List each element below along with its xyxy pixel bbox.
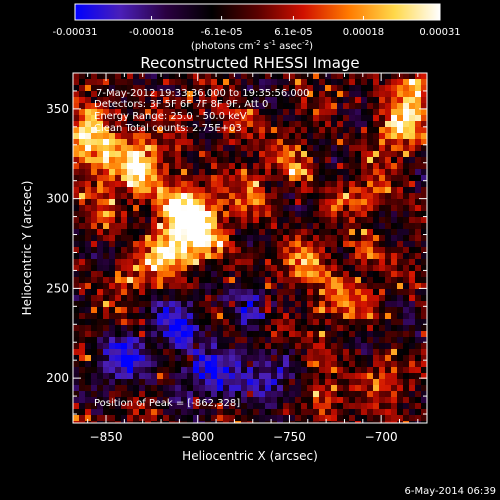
heatmap-image — [73, 73, 427, 423]
footer-timestamp: 6-May-2014 06:39 — [404, 486, 496, 497]
y-tick-label: 350 — [46, 102, 69, 116]
colorbar-ticks: -0.00031 -0.00018 -6.1e-05 6.1e-05 0.00018 0.… — [53, 16, 461, 38]
x-tick-label: −700 — [365, 430, 398, 444]
annotation-block: 7-May-2012 19:33:36.000 to 19:35:56.000 … — [94, 88, 309, 409]
y-axis-label: Heliocentric Y (arcsec) — [20, 181, 34, 316]
chart-title: Reconstructed RHESSI Image — [140, 54, 359, 72]
x-tick-label: −800 — [181, 430, 214, 444]
colorbar-tick-label: -0.00018 — [129, 27, 174, 38]
colorbar-tick-label: -0.00031 — [53, 27, 98, 38]
x-axis-label: Heliocentric X (arcsec) — [182, 449, 318, 463]
axis-ticks: −850 −800 −750 −700 200 250 300 350 — [46, 72, 427, 444]
clean-counts-annotation: Clean Total counts: 2.75E+03 — [94, 123, 242, 134]
x-tick-label: −750 — [273, 430, 306, 444]
peak-position-annotation: Position of Peak = [-862,328] — [94, 398, 240, 409]
colorbar-unit-label: (photons cm-2 s-1 asec-2) — [191, 39, 313, 52]
plot-area: −850 −800 −750 −700 200 250 300 350 — [46, 72, 428, 444]
colorbar-bar — [74, 3, 441, 21]
energy-range-annotation: Energy Range: 25.0 - 50.0 keV — [94, 111, 247, 122]
colorbar-tick-label: 6.1e-05 — [274, 27, 312, 38]
detectors-annotation: Detectors: 3F 5F 6F 7F 8F 9F, Att 0 — [94, 99, 268, 110]
plot-frame — [72, 72, 428, 424]
colorbar-tick-label: 0.00031 — [419, 27, 460, 38]
y-tick-label: 200 — [46, 371, 69, 385]
time-range-annotation: 7-May-2012 19:33:36.000 to 19:35:56.000 — [96, 88, 309, 99]
y-tick-label: 250 — [46, 281, 69, 295]
colorbar-tick-label: -6.1e-05 — [201, 27, 243, 38]
y-tick-label: 300 — [46, 192, 69, 206]
x-tick-label: −850 — [90, 430, 123, 444]
colorbar: -0.00031 -0.00018 -6.1e-05 6.1e-05 0.00018 0.… — [53, 3, 461, 52]
colorbar-tick-label: 0.00018 — [343, 27, 384, 38]
